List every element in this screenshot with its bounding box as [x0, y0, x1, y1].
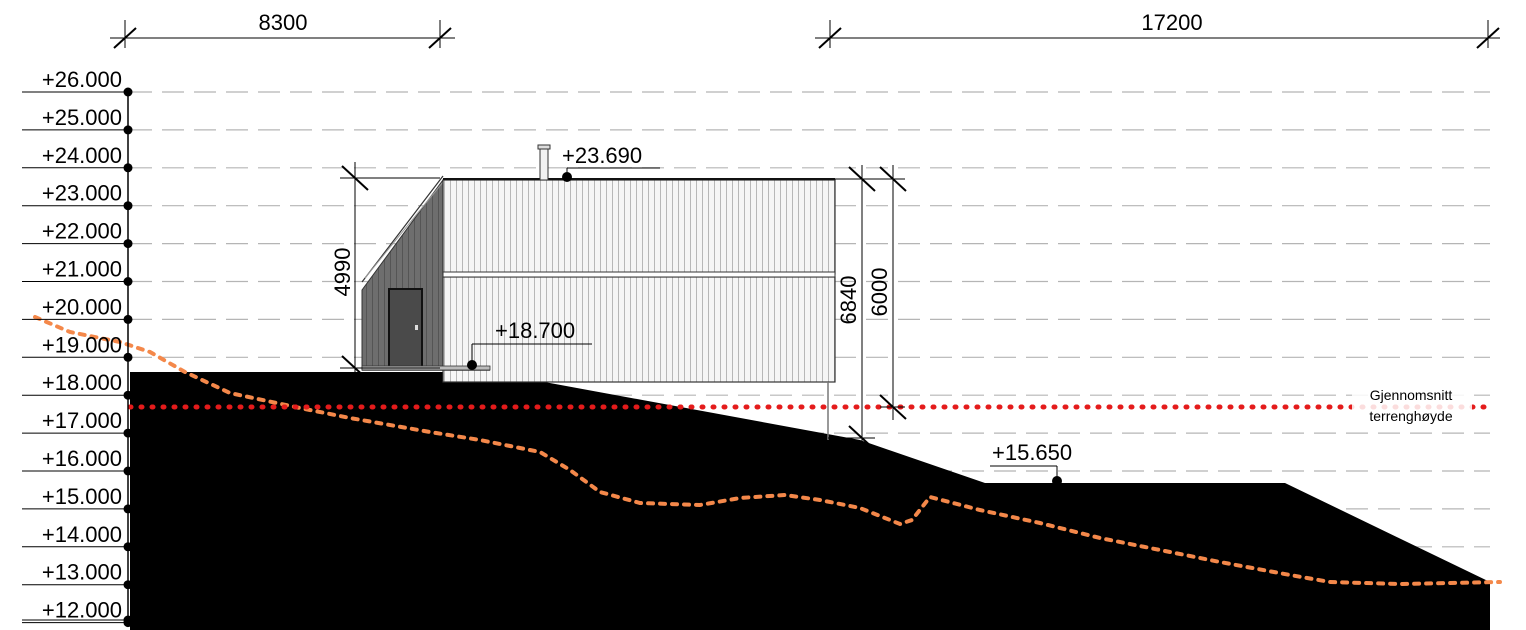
level-18700: +18.700 [495, 318, 575, 343]
level-label: +20.000 [42, 294, 122, 319]
main-facade-lower [442, 276, 836, 383]
level-23690: +23.690 [562, 143, 642, 168]
dimension-17200: 17200 [1141, 10, 1202, 35]
level-label: +17.000 [42, 408, 122, 433]
level-label: +21.000 [42, 257, 122, 282]
height-dimension-left: 4990 [330, 162, 440, 381]
dimension-6000: 6000 [867, 268, 892, 317]
terrain-section [130, 340, 1490, 630]
top-dimension-left: 8300 [110, 10, 455, 49]
dimension-4990: 4990 [330, 248, 355, 297]
spot-level-ridge: +23.690 [562, 143, 660, 182]
level-label: +13.000 [42, 560, 122, 585]
level-label: +12.000 [42, 598, 122, 623]
level-15650: +15.650 [992, 440, 1072, 465]
level-labels: +26.000 +25.000 +24.000 +23.000 +22.000 +21.0… [22, 67, 133, 628]
dimension-6840: 6840 [836, 276, 861, 325]
level-label: +16.000 [42, 446, 122, 471]
level-label: +18.000 [42, 370, 122, 395]
average-label-line1: Gjennomsnitt [1370, 387, 1453, 403]
level-label: +14.000 [42, 522, 122, 547]
level-label: +15.000 [42, 484, 122, 509]
level-label: +25.000 [42, 105, 122, 130]
level-label: +19.000 [42, 332, 122, 357]
level-label: +26.000 [42, 67, 122, 92]
dimension-8300: 8300 [259, 10, 308, 35]
spot-level-terrain: +15.650 [990, 440, 1072, 486]
existing-terrain-line [33, 315, 1502, 587]
top-dimension-right: 17200 [815, 10, 1500, 49]
average-terrain-label: Gjennomsnitt terrenghøyde [1352, 387, 1472, 427]
level-label: +22.000 [42, 219, 122, 244]
eaves-band [442, 271, 836, 278]
level-label: +24.000 [42, 143, 122, 168]
chimney [539, 146, 549, 181]
height-dimension-right-b: 6000 [867, 165, 907, 420]
level-label: +23.000 [42, 181, 122, 206]
level-marker [123, 615, 133, 625]
average-label-line2: terrenghøyde [1369, 408, 1452, 424]
spot-level-floor: +18.700 [467, 318, 592, 370]
height-dimension-right-a: 6840 [828, 165, 905, 451]
building-elevation [361, 144, 836, 440]
door-handle [415, 325, 418, 330]
main-facade-upper [442, 179, 836, 275]
